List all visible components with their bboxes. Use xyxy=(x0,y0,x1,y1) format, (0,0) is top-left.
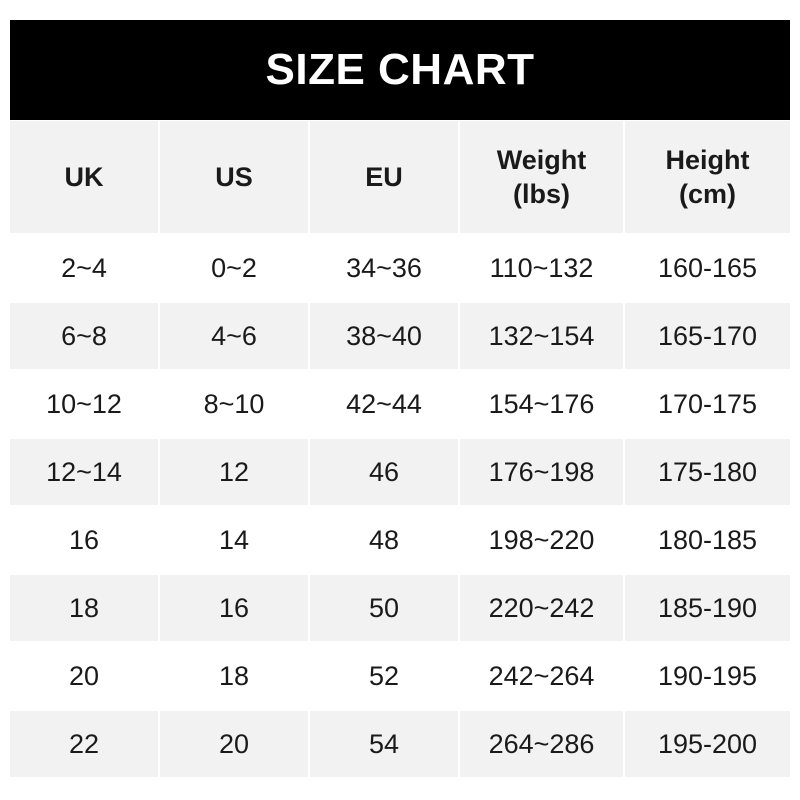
table-row: 12~14 12 46 176~198 175-180 xyxy=(10,439,790,505)
cell-eu: 42~44 xyxy=(346,388,422,419)
cell-uk: 2~4 xyxy=(61,252,107,283)
cell-eu: 34~36 xyxy=(346,252,422,283)
table-row: 6~8 4~6 38~40 132~154 165-170 xyxy=(10,303,790,369)
cell-uk: 22 xyxy=(10,711,158,777)
cell-weight: 176~198 xyxy=(460,439,623,505)
header-label: UK xyxy=(64,162,104,192)
cell-us: 16 xyxy=(160,575,308,641)
header-uk: UK xyxy=(10,121,158,233)
cell-uk: 12~14 xyxy=(10,439,158,505)
size-chart-title: SIZE CHART xyxy=(10,20,790,120)
cell-us: 4~6 xyxy=(160,303,308,369)
header-label: Height xyxy=(665,145,750,175)
header-label: Weight xyxy=(496,145,587,175)
cell-us: 8~10 xyxy=(203,388,265,419)
cell-eu: 48 xyxy=(368,524,400,555)
cell-eu: 54 xyxy=(310,711,458,777)
header-weight: Weight (lbs) xyxy=(460,121,623,233)
table-row: 10~12 8~10 42~44 154~176 170-175 xyxy=(10,371,790,437)
cell-weight: 198~220 xyxy=(488,524,595,555)
cell-uk: 20 xyxy=(68,660,100,691)
header-unit: (cm) xyxy=(678,179,736,209)
table-row: 2~4 0~2 34~36 110~132 160-165 xyxy=(10,235,790,301)
cell-eu: 52 xyxy=(368,660,400,691)
cell-eu: 38~40 xyxy=(310,303,458,369)
cell-us: 14 xyxy=(218,524,250,555)
header-eu: EU xyxy=(310,121,458,233)
table-row: 20 18 52 242~264 190-195 xyxy=(10,643,790,709)
cell-height: 185-190 xyxy=(625,575,790,641)
size-chart-table: UK US EU Weight (lbs) Height (cm) 2~4 0~2 34… xyxy=(8,119,792,779)
header-label: EU xyxy=(365,162,403,192)
cell-height: 160-165 xyxy=(657,252,758,283)
header-height: Height (cm) xyxy=(625,121,790,233)
cell-uk: 6~8 xyxy=(10,303,158,369)
cell-weight: 132~154 xyxy=(460,303,623,369)
cell-weight: 110~132 xyxy=(489,252,594,283)
cell-us: 0~2 xyxy=(211,252,257,283)
cell-uk: 18 xyxy=(10,575,158,641)
cell-us: 12 xyxy=(160,439,308,505)
cell-height: 195-200 xyxy=(625,711,790,777)
header-label: US xyxy=(215,162,253,192)
cell-weight: 220~242 xyxy=(460,575,623,641)
cell-weight: 242~264 xyxy=(488,660,595,691)
cell-weight: 154~176 xyxy=(488,388,595,419)
cell-eu: 50 xyxy=(310,575,458,641)
header-row: UK US EU Weight (lbs) Height (cm) xyxy=(10,121,790,233)
cell-height: 170-175 xyxy=(657,388,758,419)
header-unit: (lbs) xyxy=(513,179,570,209)
cell-height: 180-185 xyxy=(657,524,758,555)
header-us: US xyxy=(160,121,308,233)
table-row: 16 14 48 198~220 180-185 xyxy=(10,507,790,573)
cell-uk: 16 xyxy=(68,524,100,555)
cell-us: 20 xyxy=(160,711,308,777)
cell-eu: 46 xyxy=(310,439,458,505)
table-row: 18 16 50 220~242 185-190 xyxy=(10,575,790,641)
cell-height: 165-170 xyxy=(625,303,790,369)
cell-us: 18 xyxy=(218,660,250,691)
cell-uk: 10~12 xyxy=(46,388,122,419)
table-row: 22 20 54 264~286 195-200 xyxy=(10,711,790,777)
cell-weight: 264~286 xyxy=(460,711,623,777)
cell-height: 175-180 xyxy=(625,439,790,505)
cell-height: 190-195 xyxy=(657,660,758,691)
